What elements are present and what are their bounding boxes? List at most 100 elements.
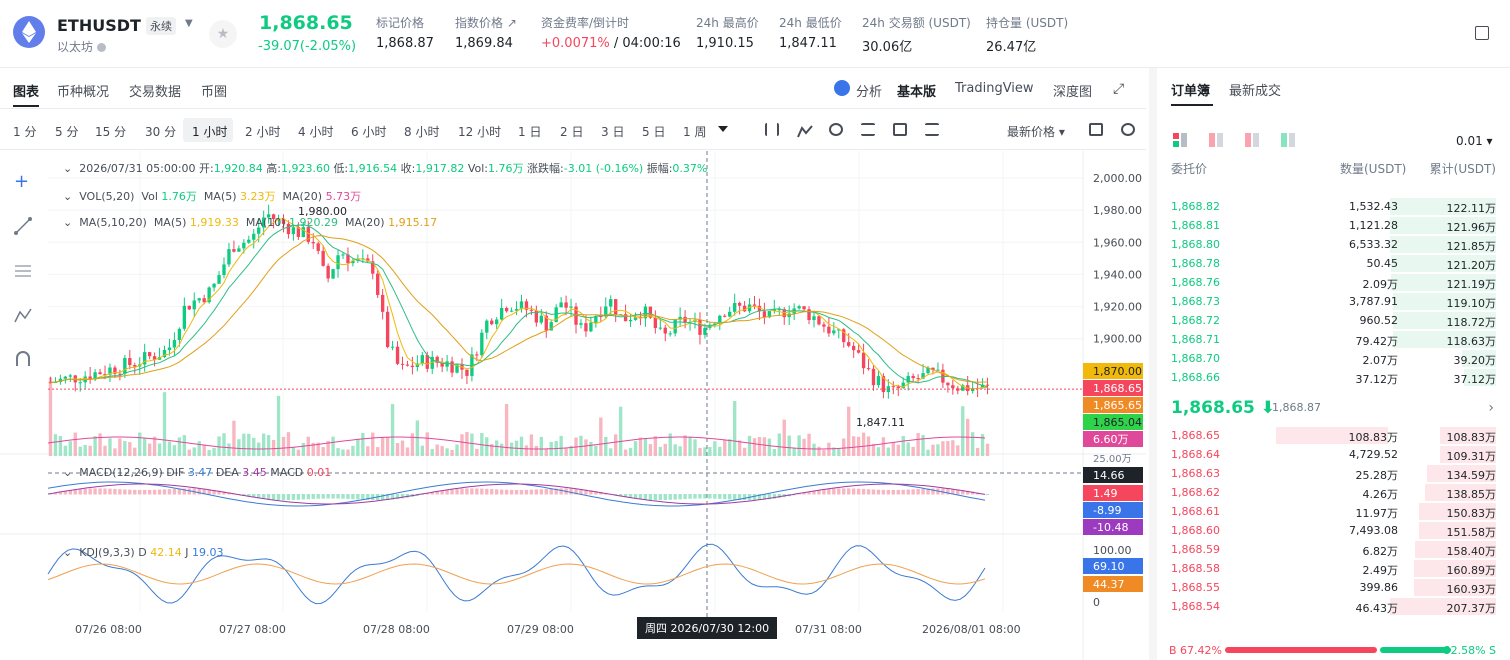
ask-row[interactable]: 1,868.61 11.97万 150.83万 bbox=[1171, 503, 1496, 520]
candle bbox=[614, 299, 618, 315]
price-chart[interactable]: 2,000.00 1,980.00 1,960.00 1,940.00 1,920.00… bbox=[0, 151, 1146, 660]
interval-2[interactable]: 15 分 bbox=[95, 125, 127, 139]
bid-row[interactable]: 1,868.70 2.07万 39.20万 bbox=[1171, 350, 1496, 367]
interval-10[interactable]: 1 日 bbox=[518, 125, 542, 139]
badge-vol: 6.60万 bbox=[1093, 433, 1129, 446]
view-basic[interactable]: 基本版 bbox=[897, 85, 937, 100]
view-asks-icon[interactable] bbox=[1209, 132, 1223, 151]
chart-settings-icon[interactable] bbox=[1121, 123, 1135, 136]
volume-bar bbox=[192, 447, 196, 456]
interval-1[interactable]: 5 分 bbox=[55, 125, 79, 139]
favorite-star-icon[interactable]: ★ bbox=[209, 20, 237, 48]
tab-trading-data[interactable]: 交易数据 bbox=[129, 85, 182, 100]
interval-7[interactable]: 6 小时 bbox=[351, 125, 387, 139]
view-tradingview[interactable]: TradingView bbox=[955, 81, 1034, 96]
compare-icon[interactable] bbox=[861, 123, 875, 136]
tab-chart[interactable]: 图表 bbox=[13, 81, 40, 107]
symbol-dropdown-icon[interactable]: ▼ bbox=[185, 18, 193, 29]
line-tool-icon[interactable] bbox=[14, 217, 32, 235]
ask-row[interactable]: 1,868.65 108.83万 108.83万 bbox=[1171, 427, 1496, 444]
indicator-icon[interactable] bbox=[797, 123, 813, 138]
fib-tool-icon[interactable] bbox=[14, 262, 32, 280]
volume-bar bbox=[668, 433, 672, 456]
volume-bar bbox=[787, 435, 791, 456]
bid-row[interactable]: 1,868.66 37.12万 37.12万 bbox=[1171, 369, 1496, 386]
ask-row[interactable]: 1,868.63 25.28万 134.59万 bbox=[1171, 465, 1496, 482]
macd-bar bbox=[420, 494, 424, 495]
volume-bar bbox=[906, 442, 910, 456]
bid-row[interactable]: 1,868.81 1,121.28 121.96万 bbox=[1171, 217, 1496, 234]
candle bbox=[143, 352, 147, 365]
price-type-select[interactable]: 最新价格 ▾ bbox=[1007, 125, 1065, 139]
candle bbox=[604, 306, 608, 317]
macd-bar bbox=[881, 489, 886, 495]
view-depth[interactable]: 深度图 bbox=[1053, 85, 1093, 100]
view-both-icon[interactable] bbox=[1173, 132, 1187, 151]
interval-5[interactable]: 2 小时 bbox=[245, 125, 281, 139]
volume-bar bbox=[296, 449, 301, 456]
volume-bar bbox=[395, 442, 400, 456]
tab-coin-info[interactable]: 币种概况 bbox=[57, 85, 110, 100]
ask-row[interactable]: 1,868.54 46.43万 207.37万 bbox=[1171, 598, 1496, 615]
bid-row[interactable]: 1,868.71 79.42万 118.63万 bbox=[1171, 331, 1496, 348]
bid-row[interactable]: 1,868.72 960.52 118.72万 bbox=[1171, 312, 1496, 329]
guide-book-icon[interactable] bbox=[1475, 26, 1489, 40]
more-intervals-icon[interactable] bbox=[718, 126, 728, 132]
ask-row[interactable]: 1,868.64 4,729.52 109.31万 bbox=[1171, 446, 1496, 463]
ai-analysis-icon[interactable] bbox=[834, 80, 850, 96]
volume-bar bbox=[599, 417, 603, 456]
tab-crypto-circle[interactable]: 币圈 bbox=[201, 85, 228, 100]
template-icon[interactable] bbox=[893, 123, 907, 136]
candle-type-icon[interactable] bbox=[765, 123, 779, 136]
candle bbox=[445, 361, 449, 367]
tab-recent-trades[interactable]: 最新成交 bbox=[1229, 84, 1282, 99]
vol-ma20-line bbox=[47, 436, 986, 450]
view-bids-icon[interactable] bbox=[1281, 132, 1295, 151]
interval-9[interactable]: 12 小时 bbox=[458, 125, 502, 139]
bid-row[interactable]: 1,868.78 50.45 121.20万 bbox=[1171, 255, 1496, 272]
interval-4[interactable]: 1 小时 bbox=[192, 125, 228, 139]
crosshair-tool-icon[interactable]: + bbox=[14, 171, 30, 192]
refresh-icon[interactable] bbox=[829, 123, 843, 136]
volume-bar bbox=[390, 403, 395, 456]
macd-bar bbox=[202, 488, 206, 495]
ask-row[interactable]: 1,868.60 7,493.08 151.58万 bbox=[1171, 522, 1496, 539]
analysis-link[interactable]: 分析 bbox=[856, 85, 883, 100]
interval-6[interactable]: 4 小时 bbox=[298, 125, 334, 139]
more-arrow-icon[interactable]: › bbox=[1488, 400, 1494, 416]
ask-row[interactable]: 1,868.55 399.86 160.93万 bbox=[1171, 579, 1496, 596]
pattern-tool-icon[interactable] bbox=[14, 307, 32, 325]
info-icon[interactable] bbox=[97, 43, 107, 52]
symbol-name[interactable]: ETHUSDT bbox=[57, 16, 141, 35]
precision-select[interactable]: 0.01 ▾ bbox=[1456, 134, 1493, 148]
candle bbox=[851, 345, 856, 351]
bid-row[interactable]: 1,868.76 2.09万 121.19万 bbox=[1171, 274, 1496, 291]
interval-13[interactable]: 5 日 bbox=[642, 125, 666, 139]
volume-bar bbox=[688, 436, 692, 456]
interval-3[interactable]: 30 分 bbox=[145, 125, 177, 139]
magnet-tool-icon[interactable] bbox=[14, 350, 32, 368]
tab-orderbook[interactable]: 订单簿 bbox=[1171, 84, 1211, 99]
interval-8[interactable]: 8 小时 bbox=[404, 125, 440, 139]
fullscreen-icon[interactable]: ⤢ bbox=[1113, 81, 1125, 97]
macd-bar bbox=[529, 489, 534, 495]
macd-bar bbox=[63, 491, 68, 495]
interval-14[interactable]: 1 周 bbox=[683, 125, 707, 139]
screenshot-icon[interactable] bbox=[1089, 123, 1103, 136]
badge-macd2-bg bbox=[1083, 485, 1143, 501]
stat-index-price[interactable]: 指数价格 ↗ 1,869.84 bbox=[455, 16, 517, 51]
macd-bar bbox=[475, 488, 479, 495]
macd-bar bbox=[425, 493, 429, 495]
bid-row[interactable]: 1,868.73 3,787.91 119.10万 bbox=[1171, 293, 1496, 310]
ask-row[interactable]: 1,868.62 4.26万 138.85万 bbox=[1171, 484, 1496, 501]
volume-bar bbox=[88, 445, 92, 456]
view-bids-asks-icon[interactable] bbox=[1245, 132, 1259, 151]
ask-row[interactable]: 1,868.59 6.82万 158.40万 bbox=[1171, 541, 1496, 558]
interval-12[interactable]: 3 日 bbox=[601, 125, 625, 139]
bid-row[interactable]: 1,868.82 1,532.43 122.11万 bbox=[1171, 198, 1496, 215]
bid-row[interactable]: 1,868.80 6,533.32 121.85万 bbox=[1171, 236, 1496, 253]
interval-0[interactable]: 1 分 bbox=[13, 125, 37, 139]
interval-11[interactable]: 2 日 bbox=[560, 125, 584, 139]
settings-list-icon[interactable] bbox=[925, 123, 939, 136]
ask-row[interactable]: 1,868.58 2.49万 160.89万 bbox=[1171, 560, 1496, 577]
